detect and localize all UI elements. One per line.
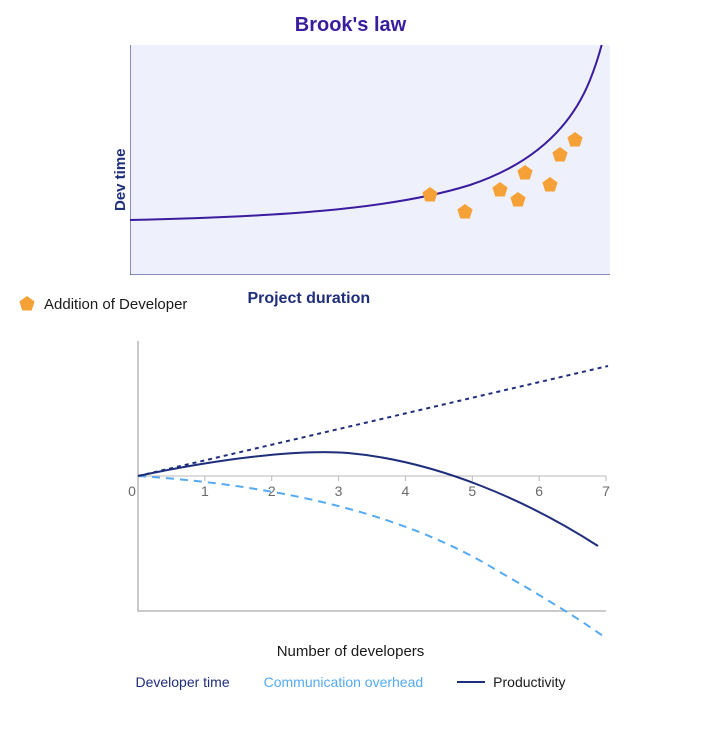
svg-text:0: 0 <box>128 483 136 499</box>
chart1-ylabel: Dev time <box>112 148 129 211</box>
svg-text:3: 3 <box>335 483 343 499</box>
legend-label-productivity: Productivity <box>493 674 565 690</box>
chart1-svg <box>130 45 610 275</box>
chart1-legend-label: Addition of Developer <box>44 296 187 313</box>
svg-text:1: 1 <box>201 483 209 499</box>
chart-productivity-vs-devs: 01234567 <box>120 337 620 637</box>
legend-line-productivity <box>457 681 485 683</box>
legend-item-communication-overhead: Communication overhead <box>264 674 424 690</box>
page-title: Brook's law <box>0 14 701 37</box>
pentagon-icon <box>18 295 36 313</box>
svg-text:5: 5 <box>468 483 476 499</box>
chart-devtime-vs-duration: Dev time <box>130 45 610 275</box>
chart1-legend: Addition of Developer <box>18 295 187 313</box>
svg-text:4: 4 <box>402 483 410 499</box>
chart2-xlabel: Number of developers <box>0 643 701 660</box>
chart1-xlabel: Project duration <box>247 290 370 308</box>
chart2-legend: Developer time Communication overhead Pr… <box>0 674 701 690</box>
legend-label-communication-overhead: Communication overhead <box>264 674 424 690</box>
legend-item-developer-time: Developer time <box>135 674 229 690</box>
svg-text:6: 6 <box>535 483 543 499</box>
chart2-svg: 01234567 <box>120 337 620 637</box>
legend-item-productivity: Productivity <box>457 674 565 690</box>
legend-label-developer-time: Developer time <box>135 674 229 690</box>
svg-text:7: 7 <box>602 483 610 499</box>
